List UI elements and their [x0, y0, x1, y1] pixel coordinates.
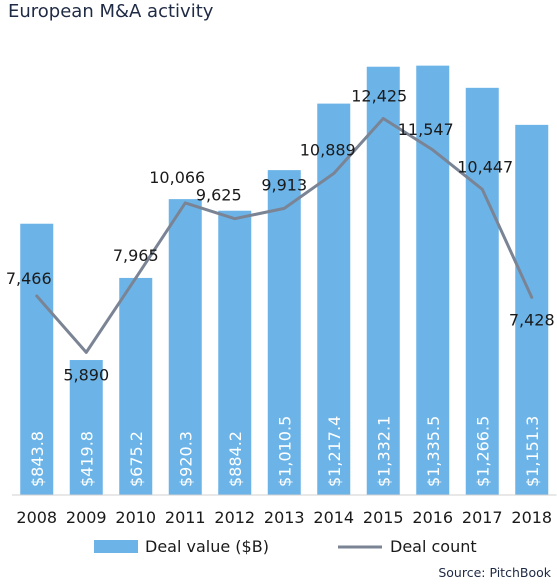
x-tick-2011: 2011: [165, 508, 206, 527]
bars-layer: $843.8 $419.8 $675.2 $920.3 $884.2 $1,010.5 $1…: [20, 65, 549, 496]
x-tick-2013: 2013: [264, 508, 305, 527]
legend-line-label: Deal count: [390, 537, 477, 556]
x-axis: 2008 2009 2010 2011 2012 2013 2014 2015 2016 2017…: [12, 494, 557, 527]
x-tick-2012: 2012: [214, 508, 255, 527]
line-label-2009: 5,890: [63, 365, 109, 384]
legend: Deal value ($B) Deal count: [94, 537, 477, 556]
x-tick-2016: 2016: [412, 508, 453, 527]
bar-2018: [515, 124, 549, 495]
legend-bar-label: Deal value ($B): [145, 537, 269, 556]
bar-label-2009: $419.8: [77, 431, 96, 487]
bar-2012: [218, 210, 252, 495]
bar-label-2017: $1,266.5: [473, 416, 492, 487]
bar-2008: [20, 223, 54, 495]
x-tick-2018: 2018: [511, 508, 552, 527]
line-label-2017: 10,447: [457, 157, 513, 176]
source-note: Source: PitchBook: [438, 565, 551, 580]
x-tick-2008: 2008: [16, 508, 57, 527]
x-tick-2009: 2009: [66, 508, 107, 527]
bar-label-2013: $1,010.5: [275, 416, 294, 487]
bar-label-2011: $920.3: [176, 431, 195, 487]
bar-label-2015: $1,332.1: [374, 416, 393, 487]
line-label-2016: 11,547: [398, 120, 454, 139]
line-label-2013: 9,913: [261, 175, 307, 194]
bar-2009: [69, 360, 103, 495]
bar-2010: [119, 277, 153, 495]
line-label-2015: 12,425: [351, 86, 407, 105]
bar-label-2012: $884.2: [226, 431, 245, 487]
bar-2017: [465, 87, 499, 495]
line-label-2008: 7,466: [6, 269, 52, 288]
deal-count-line: [35, 116, 534, 354]
bar-2015: [366, 66, 400, 495]
line-label-2018: 7,428: [509, 310, 555, 329]
x-tick-2014: 2014: [313, 508, 354, 527]
bar-2011: [168, 199, 202, 496]
bar-label-2014: $1,217.4: [325, 416, 344, 487]
bar-label-2016: $1,335.5: [424, 416, 443, 487]
line-label-2011: 10,066: [149, 168, 205, 187]
bar-label-2010: $675.2: [127, 431, 146, 487]
x-tick-2010: 2010: [115, 508, 156, 527]
x-tick-2015: 2015: [363, 508, 404, 527]
bar-label-2018: $1,151.3: [523, 416, 542, 487]
line-label-2010: 7,965: [113, 246, 159, 265]
legend-bar-swatch: [94, 540, 138, 553]
chart-title: European M&A activity: [8, 1, 214, 22]
bar-2016: [416, 65, 450, 495]
bar-2014: [317, 103, 351, 496]
bar-2013: [267, 170, 301, 495]
line-label-2014: 10,889: [300, 140, 356, 159]
x-tick-2017: 2017: [462, 508, 503, 527]
bar-label-2008: $843.8: [28, 431, 47, 487]
line-label-2012: 9,625: [196, 186, 242, 205]
